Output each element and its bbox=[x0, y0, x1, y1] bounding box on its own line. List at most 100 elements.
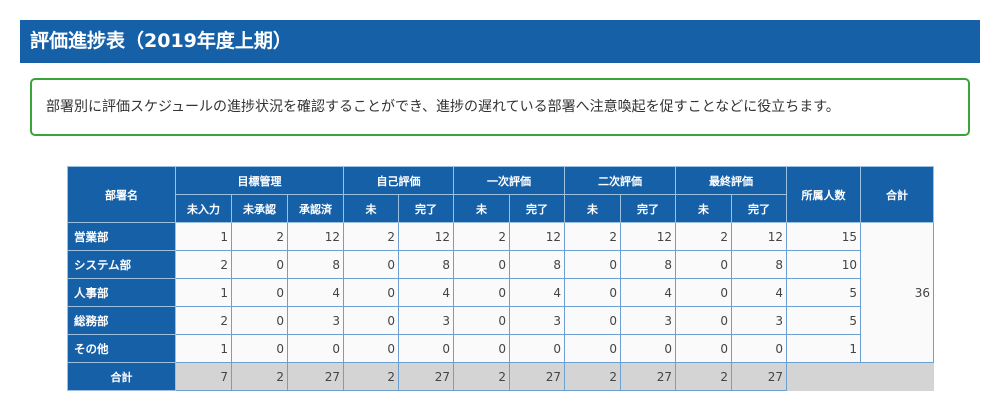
cell-value: 8 bbox=[398, 250, 454, 279]
description-box: 部署別に評価スケジュールの進捗状況を確認することができ、進捗の遅れている部署へ注… bbox=[30, 78, 970, 136]
cell-value: 4 bbox=[287, 278, 344, 307]
blank-cell bbox=[786, 362, 934, 391]
cell-value: 0 bbox=[231, 278, 288, 307]
header-members: 所属人数 bbox=[786, 166, 861, 223]
cell-grand-total: 36 bbox=[860, 222, 934, 363]
header-sub: 未 bbox=[343, 194, 399, 223]
cell-value: 1 bbox=[175, 222, 232, 251]
total-row: 合計 7 2 27 2 27 2 27 2 27 2 27 bbox=[67, 362, 934, 391]
cell-value: 0 bbox=[343, 334, 399, 363]
cell-value: 2 bbox=[453, 222, 510, 251]
cell-value: 8 bbox=[620, 250, 676, 279]
cell-value: 12 bbox=[398, 222, 454, 251]
total-value: 2 bbox=[675, 362, 732, 391]
dept-name: その他 bbox=[67, 334, 176, 363]
table-row: 総務部 2 0 3 0 3 0 3 0 3 0 3 5 bbox=[67, 306, 934, 335]
page-title: 評価進捗表（2019年度上期） bbox=[20, 20, 980, 63]
cell-value: 1 bbox=[175, 334, 232, 363]
cell-value: 3 bbox=[731, 306, 787, 335]
cell-value: 0 bbox=[675, 278, 732, 307]
cell-value: 0 bbox=[453, 278, 510, 307]
progress-table: 部署名 目標管理 自己評価 一次評価 二次評価 最終評価 所属人数 合計 未入力… bbox=[67, 166, 934, 391]
cell-value: 0 bbox=[453, 250, 510, 279]
header-group: 一次評価 bbox=[453, 166, 565, 195]
cell-members: 5 bbox=[786, 306, 861, 335]
cell-value: 4 bbox=[620, 278, 676, 307]
cell-value: 0 bbox=[675, 250, 732, 279]
cell-value: 0 bbox=[343, 306, 399, 335]
cell-value: 4 bbox=[509, 278, 565, 307]
dept-name: 人事部 bbox=[67, 278, 176, 307]
header-sub: 完了 bbox=[509, 194, 565, 223]
total-value: 2 bbox=[564, 362, 621, 391]
cell-value: 0 bbox=[620, 334, 676, 363]
cell-value: 0 bbox=[675, 306, 732, 335]
total-value: 2 bbox=[453, 362, 510, 391]
cell-value: 8 bbox=[509, 250, 565, 279]
cell-value: 0 bbox=[564, 250, 621, 279]
cell-value: 0 bbox=[509, 334, 565, 363]
cell-value: 12 bbox=[620, 222, 676, 251]
cell-value: 0 bbox=[731, 334, 787, 363]
cell-value: 12 bbox=[731, 222, 787, 251]
table-row: 人事部 1 0 4 0 4 0 4 0 4 0 4 5 bbox=[67, 278, 934, 307]
cell-value: 2 bbox=[343, 222, 399, 251]
cell-value: 4 bbox=[731, 278, 787, 307]
header-sub: 未 bbox=[564, 194, 621, 223]
total-value: 2 bbox=[231, 362, 288, 391]
header-group: 自己評価 bbox=[343, 166, 454, 195]
cell-value: 2 bbox=[231, 222, 288, 251]
cell-value: 8 bbox=[287, 250, 344, 279]
total-label: 合計 bbox=[67, 362, 176, 391]
header-sub: 完了 bbox=[731, 194, 787, 223]
header-sub: 完了 bbox=[398, 194, 454, 223]
header-group: 二次評価 bbox=[564, 166, 676, 195]
table-row: システム部 2 0 8 0 8 0 8 0 8 0 8 10 bbox=[67, 250, 934, 279]
cell-value: 0 bbox=[231, 306, 288, 335]
dept-name: 総務部 bbox=[67, 306, 176, 335]
header-sub: 未入力 bbox=[175, 194, 232, 223]
cell-value: 2 bbox=[175, 306, 232, 335]
total-value: 27 bbox=[287, 362, 344, 391]
header-group: 最終評価 bbox=[675, 166, 787, 195]
header-dept: 部署名 bbox=[67, 166, 176, 223]
cell-value: 0 bbox=[564, 306, 621, 335]
cell-value: 1 bbox=[175, 278, 232, 307]
cell-value: 0 bbox=[231, 250, 288, 279]
total-value: 27 bbox=[398, 362, 454, 391]
cell-members: 5 bbox=[786, 278, 861, 307]
cell-value: 0 bbox=[343, 250, 399, 279]
cell-value: 2 bbox=[564, 222, 621, 251]
cell-value: 0 bbox=[564, 334, 621, 363]
total-value: 27 bbox=[731, 362, 787, 391]
cell-value: 2 bbox=[675, 222, 732, 251]
cell-value: 8 bbox=[731, 250, 787, 279]
cell-value: 3 bbox=[287, 306, 344, 335]
total-value: 7 bbox=[175, 362, 232, 391]
cell-value: 4 bbox=[398, 278, 454, 307]
cell-value: 0 bbox=[564, 278, 621, 307]
cell-value: 3 bbox=[509, 306, 565, 335]
header-sub: 未 bbox=[675, 194, 732, 223]
cell-members: 15 bbox=[786, 222, 861, 251]
table-row: 営業部 1 2 12 2 12 2 12 2 12 2 12 15 36 bbox=[67, 222, 934, 363]
cell-value: 12 bbox=[287, 222, 344, 251]
cell-value: 0 bbox=[343, 278, 399, 307]
header-sub: 未 bbox=[453, 194, 510, 223]
header-sub: 完了 bbox=[620, 194, 676, 223]
cell-members: 10 bbox=[786, 250, 861, 279]
header-group: 目標管理 bbox=[175, 166, 344, 195]
total-value: 2 bbox=[343, 362, 399, 391]
table-row: その他 1 0 0 0 0 0 0 0 0 0 0 1 bbox=[67, 334, 934, 363]
dept-name: 営業部 bbox=[67, 222, 176, 251]
total-value: 27 bbox=[509, 362, 565, 391]
total-value: 27 bbox=[620, 362, 676, 391]
cell-value: 3 bbox=[620, 306, 676, 335]
cell-value: 0 bbox=[398, 334, 454, 363]
dept-name: システム部 bbox=[67, 250, 176, 279]
header-sub: 未承認 bbox=[231, 194, 288, 223]
header-sub: 承認済 bbox=[287, 194, 344, 223]
cell-value: 0 bbox=[453, 306, 510, 335]
cell-value: 0 bbox=[675, 334, 732, 363]
cell-value: 12 bbox=[509, 222, 565, 251]
